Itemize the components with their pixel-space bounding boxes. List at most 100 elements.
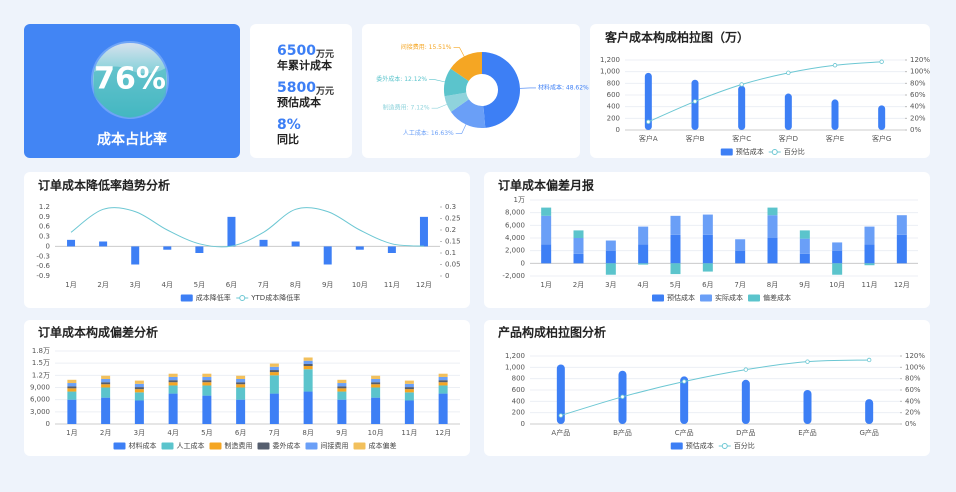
x-tick-label: 8月 bbox=[767, 281, 778, 289]
x-tick-label: 6月 bbox=[235, 429, 246, 437]
legend-label: 成本降低率 bbox=[196, 293, 231, 302]
bar-segment bbox=[371, 388, 380, 398]
bar bbox=[67, 240, 75, 247]
bar-segment bbox=[202, 396, 211, 424]
kpi-unit: 万元 bbox=[315, 86, 334, 97]
bar-segment bbox=[703, 215, 713, 235]
x-tick-label: 客户C bbox=[732, 134, 751, 143]
bar-segment bbox=[606, 263, 616, 274]
bar-segment bbox=[236, 388, 245, 400]
bar-segment bbox=[439, 394, 448, 424]
kpi-label: 年累计成本 bbox=[277, 58, 332, 72]
bar-segment bbox=[202, 377, 211, 380]
y-tick-label: 1.2万 bbox=[32, 371, 50, 379]
x-tick-label: 客户D bbox=[779, 134, 798, 143]
kpi-label: 同比 bbox=[277, 132, 299, 146]
y-tick-label: 0 bbox=[521, 420, 525, 428]
bar-segment bbox=[405, 381, 414, 384]
y-tick-label: 800 bbox=[607, 79, 620, 87]
bar-segment bbox=[169, 380, 178, 382]
y-tick-label: 0.9 bbox=[39, 213, 50, 221]
y2-tick-label: 0.1 bbox=[445, 249, 456, 257]
legend-swatch bbox=[114, 443, 126, 450]
x-tick-label: 3月 bbox=[605, 281, 616, 289]
legend-swatch bbox=[772, 150, 777, 155]
legend-label: 制造费用 bbox=[225, 441, 253, 450]
bar-segment bbox=[169, 374, 178, 377]
bar-segment bbox=[135, 400, 144, 424]
chart-title: 客户成本构成柏拉图（万） bbox=[604, 30, 749, 45]
legend-swatch bbox=[240, 296, 245, 301]
bar-segment bbox=[439, 374, 448, 377]
legend-label: 人工成本 bbox=[177, 441, 205, 450]
legend-label: 偏差成本 bbox=[763, 293, 791, 302]
line-point bbox=[740, 83, 744, 87]
bar bbox=[738, 86, 745, 130]
bar-segment bbox=[800, 254, 810, 263]
bar bbox=[292, 242, 300, 247]
y-tick-label: 200 bbox=[607, 114, 620, 122]
y-tick-label: 6,000 bbox=[505, 221, 525, 229]
x-tick-label: 5月 bbox=[194, 281, 205, 289]
y-tick-label: 1,000 bbox=[505, 363, 525, 371]
y2-tick-label: 40% bbox=[910, 103, 926, 111]
bar-segment bbox=[405, 389, 414, 392]
bar-segment bbox=[135, 387, 144, 389]
y2-tick-label: 0% bbox=[905, 420, 916, 428]
bar-segment bbox=[800, 239, 810, 254]
legend-swatch bbox=[354, 443, 366, 450]
line-point bbox=[559, 414, 563, 418]
y2-tick-label: 100% bbox=[910, 68, 930, 76]
legend-label: 实际成本 bbox=[715, 293, 743, 302]
y-tick-label: 400 bbox=[607, 103, 620, 111]
y-tick-label: -0.6 bbox=[36, 262, 50, 270]
x-tick-label: 4月 bbox=[637, 281, 648, 289]
y-tick-label: 9,000 bbox=[30, 384, 50, 392]
x-tick-label: D产品 bbox=[736, 428, 755, 437]
y2-tick-label: 120% bbox=[905, 352, 925, 360]
y2-tick-label: 80% bbox=[905, 375, 921, 383]
y2-tick-label: 0.25 bbox=[445, 215, 461, 223]
bar-segment bbox=[865, 244, 875, 263]
bar bbox=[324, 246, 332, 264]
bar-segment bbox=[439, 382, 448, 385]
bar-segment bbox=[735, 251, 745, 264]
x-tick-label: 11月 bbox=[862, 281, 878, 289]
bar-segment bbox=[800, 230, 810, 238]
x-tick-label: 5月 bbox=[670, 281, 681, 289]
y2-tick-label: 0% bbox=[910, 126, 921, 134]
bar-segment bbox=[135, 389, 144, 392]
legend-swatch bbox=[306, 443, 318, 450]
legend-label: 预估成本 bbox=[736, 147, 764, 156]
legend-swatch bbox=[700, 295, 712, 302]
y-tick-label: 0 bbox=[616, 126, 620, 134]
legend-swatch bbox=[671, 443, 683, 450]
chart-title: 订单成本构成偏差分析 bbox=[38, 325, 158, 340]
bar-segment bbox=[304, 392, 313, 424]
x-tick-label: 4月 bbox=[167, 429, 178, 437]
kpi-value: 6500 bbox=[277, 43, 316, 59]
bar bbox=[878, 105, 885, 130]
x-tick-label: G产品 bbox=[859, 428, 878, 437]
bar-segment bbox=[371, 379, 380, 382]
y-tick-label: 0 bbox=[46, 420, 50, 428]
bar-segment bbox=[337, 380, 346, 383]
chart-title: 产品构成柏拉图分析 bbox=[498, 325, 606, 340]
bar-segment bbox=[541, 216, 551, 245]
x-tick-label: 12月 bbox=[894, 281, 910, 289]
y2-tick-label: 0.3 bbox=[445, 203, 456, 211]
bar-segment bbox=[101, 376, 110, 379]
bar-segment bbox=[606, 251, 616, 264]
bar-segment bbox=[574, 230, 584, 238]
bar-segment bbox=[606, 241, 616, 251]
bar-segment bbox=[236, 379, 245, 382]
bar-segment bbox=[304, 357, 313, 360]
bar bbox=[195, 246, 203, 253]
bar bbox=[260, 240, 268, 247]
x-tick-label: 1月 bbox=[66, 429, 77, 437]
bar-segment bbox=[202, 374, 211, 377]
bar-segment bbox=[371, 382, 380, 384]
bar bbox=[420, 217, 428, 247]
gauge-label: 成本占比率 bbox=[97, 131, 167, 148]
